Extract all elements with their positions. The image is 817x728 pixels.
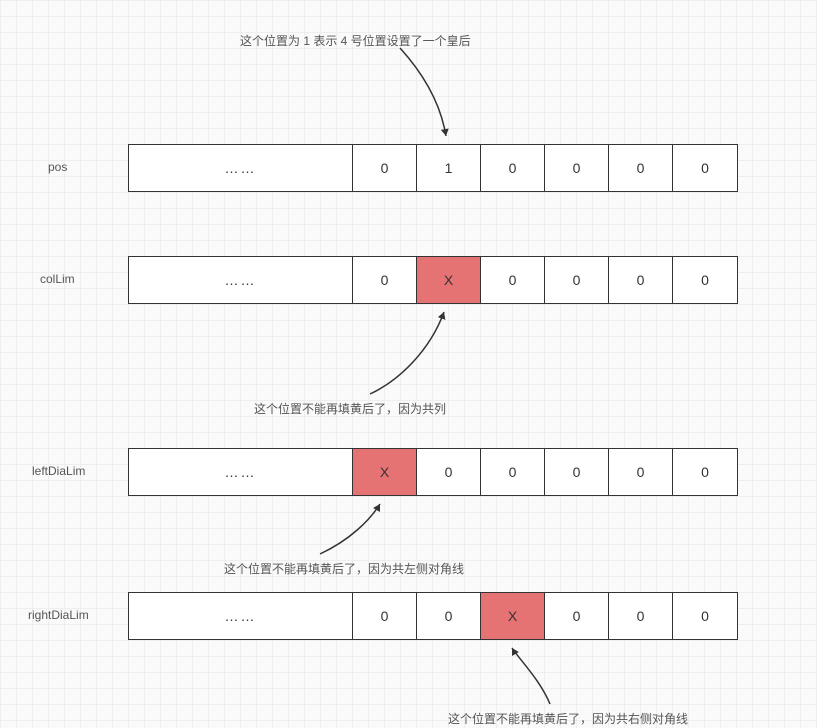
cell-colLim-0: 0 bbox=[353, 257, 417, 303]
cell-leftDiaLim-3: 0 bbox=[545, 449, 609, 495]
cell-leftDiaLim-2: 0 bbox=[481, 449, 545, 495]
cell-leftDiaLim-1: 0 bbox=[417, 449, 481, 495]
cell-rightDiaLim-1: 0 bbox=[417, 593, 481, 639]
cell-pos-0: 0 bbox=[353, 145, 417, 191]
cell-pos-5: 0 bbox=[673, 145, 737, 191]
cell-leftDiaLim-0: X bbox=[353, 449, 417, 495]
cell-leftDiaLim-4: 0 bbox=[609, 449, 673, 495]
cap-pos: 这个位置为 1 表示 4 号位置设置了一个皇后 bbox=[240, 32, 471, 49]
cell-rightDiaLim-2: X bbox=[481, 593, 545, 639]
row-label-leftDiaLim: leftDiaLim bbox=[32, 464, 85, 478]
row-label-colLim: colLim bbox=[40, 272, 75, 286]
cell-pos-1: 1 bbox=[417, 145, 481, 191]
arrow-left bbox=[320, 504, 380, 554]
row-rightDiaLim: ……00X000 bbox=[128, 592, 738, 640]
arrow-pos bbox=[400, 48, 449, 136]
cell-colLim-4: 0 bbox=[609, 257, 673, 303]
arrow-col bbox=[370, 312, 445, 394]
cell-pos-2: 0 bbox=[481, 145, 545, 191]
row-label-rightDiaLim: rightDiaLim bbox=[28, 608, 89, 622]
row-box-leftDiaLim: ……X00000 bbox=[128, 448, 738, 496]
cell-colLim-2: 0 bbox=[481, 257, 545, 303]
cell-pos-4: 0 bbox=[609, 145, 673, 191]
cell-rightDiaLim-4: 0 bbox=[609, 593, 673, 639]
row-box-rightDiaLim: ……00X000 bbox=[128, 592, 738, 640]
row-pos: ……010000 bbox=[128, 144, 738, 192]
row-box-pos: ……010000 bbox=[128, 144, 738, 192]
cell-rightDiaLim-0: 0 bbox=[353, 593, 417, 639]
cell-colLim-3: 0 bbox=[545, 257, 609, 303]
row-leftDiaLim: ……X00000 bbox=[128, 448, 738, 496]
wide-cell-leftDiaLim: …… bbox=[129, 449, 353, 495]
row-label-pos: pos bbox=[48, 160, 67, 174]
wide-cell-colLim: …… bbox=[129, 257, 353, 303]
cell-leftDiaLim-5: 0 bbox=[673, 449, 737, 495]
cell-rightDiaLim-3: 0 bbox=[545, 593, 609, 639]
cap-left: 这个位置不能再填黄后了，因为共左侧对角线 bbox=[224, 560, 464, 577]
wide-cell-rightDiaLim: …… bbox=[129, 593, 353, 639]
row-colLim: ……0X0000 bbox=[128, 256, 738, 304]
cell-rightDiaLim-5: 0 bbox=[673, 593, 737, 639]
cell-colLim-5: 0 bbox=[673, 257, 737, 303]
cap-col: 这个位置不能再填黄后了，因为共列 bbox=[254, 400, 446, 417]
cell-pos-3: 0 bbox=[545, 145, 609, 191]
arrow-right bbox=[512, 648, 550, 704]
cell-colLim-1: X bbox=[417, 257, 481, 303]
row-box-colLim: ……0X0000 bbox=[128, 256, 738, 304]
cap-right: 这个位置不能再填黄后了，因为共右侧对角线 bbox=[448, 710, 688, 727]
wide-cell-pos: …… bbox=[129, 145, 353, 191]
